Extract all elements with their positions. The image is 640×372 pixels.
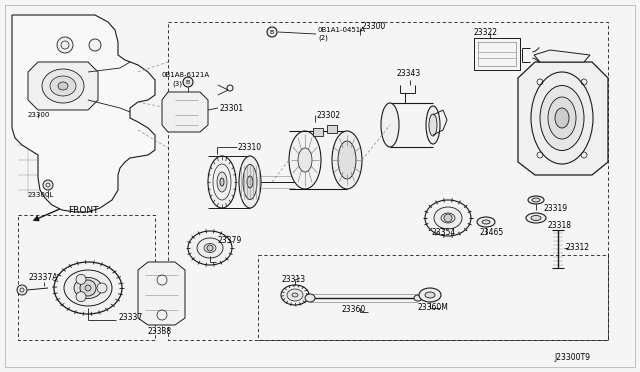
Circle shape bbox=[76, 292, 86, 302]
Text: B: B bbox=[270, 29, 274, 35]
Ellipse shape bbox=[419, 288, 441, 302]
Ellipse shape bbox=[42, 69, 84, 103]
Polygon shape bbox=[28, 62, 98, 110]
Text: 23302: 23302 bbox=[317, 110, 341, 119]
Text: J23300T9: J23300T9 bbox=[554, 353, 590, 362]
Circle shape bbox=[80, 280, 96, 296]
Text: 23343: 23343 bbox=[397, 68, 421, 77]
Text: 23312: 23312 bbox=[566, 244, 590, 253]
Ellipse shape bbox=[381, 103, 399, 147]
Ellipse shape bbox=[58, 82, 68, 90]
Ellipse shape bbox=[188, 231, 232, 265]
Circle shape bbox=[207, 245, 213, 251]
Ellipse shape bbox=[532, 198, 540, 202]
Text: 0B1A1-0451A: 0B1A1-0451A bbox=[318, 27, 366, 33]
Text: 23379: 23379 bbox=[218, 235, 243, 244]
Ellipse shape bbox=[528, 196, 544, 204]
Polygon shape bbox=[313, 128, 323, 136]
Circle shape bbox=[43, 180, 53, 190]
Text: 23310: 23310 bbox=[238, 142, 262, 151]
Ellipse shape bbox=[217, 172, 227, 192]
Text: 23300: 23300 bbox=[28, 112, 51, 118]
Polygon shape bbox=[138, 262, 185, 325]
Ellipse shape bbox=[548, 97, 576, 139]
Text: B: B bbox=[186, 80, 190, 84]
Ellipse shape bbox=[338, 141, 356, 179]
Ellipse shape bbox=[287, 289, 303, 301]
Text: 23322: 23322 bbox=[474, 28, 498, 36]
Ellipse shape bbox=[531, 72, 593, 164]
Text: 23337A: 23337A bbox=[28, 273, 58, 282]
Ellipse shape bbox=[429, 114, 437, 136]
Text: 23301: 23301 bbox=[220, 103, 244, 112]
Ellipse shape bbox=[434, 207, 462, 229]
Polygon shape bbox=[518, 62, 608, 175]
Text: 23360: 23360 bbox=[342, 305, 366, 314]
Circle shape bbox=[57, 37, 73, 53]
Circle shape bbox=[89, 39, 101, 51]
Polygon shape bbox=[327, 125, 337, 133]
Ellipse shape bbox=[332, 131, 362, 189]
Circle shape bbox=[76, 274, 86, 284]
Ellipse shape bbox=[292, 293, 298, 297]
Text: 23318: 23318 bbox=[548, 221, 572, 230]
Ellipse shape bbox=[540, 86, 584, 151]
Ellipse shape bbox=[305, 294, 315, 302]
Ellipse shape bbox=[281, 285, 309, 305]
Text: 23465: 23465 bbox=[480, 228, 504, 237]
Circle shape bbox=[183, 77, 193, 87]
Text: 23300L: 23300L bbox=[28, 192, 54, 198]
Text: 23354: 23354 bbox=[432, 228, 456, 237]
Ellipse shape bbox=[197, 238, 223, 258]
Text: 23338: 23338 bbox=[148, 327, 172, 337]
Ellipse shape bbox=[289, 131, 321, 189]
Text: 0B1A8-6121A: 0B1A8-6121A bbox=[162, 72, 210, 78]
Ellipse shape bbox=[204, 244, 216, 253]
Polygon shape bbox=[534, 50, 590, 62]
Text: (2): (2) bbox=[318, 35, 328, 41]
Ellipse shape bbox=[247, 176, 253, 188]
Ellipse shape bbox=[74, 278, 102, 298]
Ellipse shape bbox=[64, 270, 112, 306]
Ellipse shape bbox=[414, 295, 422, 301]
Polygon shape bbox=[162, 92, 208, 132]
Text: FRONT: FRONT bbox=[68, 205, 99, 215]
Text: 23300: 23300 bbox=[362, 22, 387, 31]
Ellipse shape bbox=[441, 213, 455, 223]
Polygon shape bbox=[12, 15, 155, 212]
Text: 23313: 23313 bbox=[282, 276, 306, 285]
Circle shape bbox=[85, 285, 91, 291]
Ellipse shape bbox=[531, 215, 541, 221]
Circle shape bbox=[17, 285, 27, 295]
Ellipse shape bbox=[220, 178, 224, 186]
Text: 23337: 23337 bbox=[118, 314, 142, 323]
Ellipse shape bbox=[526, 213, 546, 223]
Ellipse shape bbox=[425, 200, 471, 236]
Ellipse shape bbox=[298, 148, 312, 172]
Ellipse shape bbox=[426, 106, 440, 144]
Text: 23319: 23319 bbox=[544, 203, 568, 212]
Text: 23360M: 23360M bbox=[418, 304, 449, 312]
Ellipse shape bbox=[482, 220, 490, 224]
Circle shape bbox=[97, 283, 107, 293]
Circle shape bbox=[444, 214, 452, 222]
Ellipse shape bbox=[425, 292, 435, 298]
Ellipse shape bbox=[243, 164, 257, 199]
Ellipse shape bbox=[477, 217, 495, 227]
Ellipse shape bbox=[208, 156, 236, 208]
Ellipse shape bbox=[50, 76, 76, 96]
Ellipse shape bbox=[555, 108, 569, 128]
Ellipse shape bbox=[239, 156, 261, 208]
Ellipse shape bbox=[54, 262, 122, 314]
Circle shape bbox=[267, 27, 277, 37]
Text: (3): (3) bbox=[172, 81, 182, 87]
